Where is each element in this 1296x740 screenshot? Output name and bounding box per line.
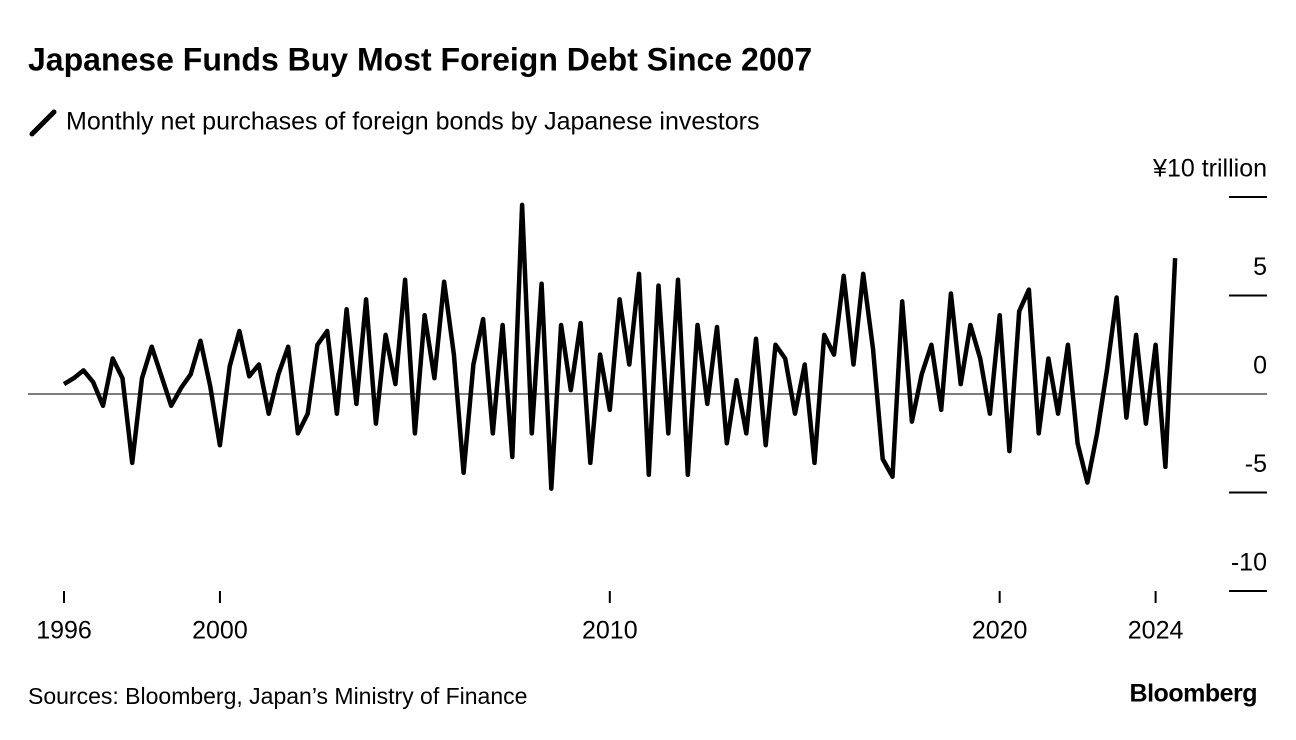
y-tick-label: ¥10 trillion bbox=[1152, 155, 1267, 183]
source: Sources: Bloomberg, Japan’s Ministry of … bbox=[28, 683, 527, 709]
x-tick-label: 1996 bbox=[36, 617, 92, 645]
x-tick-label: 2020 bbox=[972, 617, 1028, 645]
data-line bbox=[62, 202, 1178, 491]
x-tick-label: 2010 bbox=[582, 617, 638, 645]
legend-icon bbox=[29, 109, 57, 137]
x-tick-label: 2000 bbox=[192, 617, 248, 645]
y-tick-label: -5 bbox=[1245, 450, 1267, 478]
x-tick-label: 2024 bbox=[1128, 617, 1184, 645]
y-tick-label: -10 bbox=[1231, 549, 1267, 577]
legend-label: Monthly net purchases of foreign bonds b… bbox=[66, 108, 759, 136]
brand: Bloomberg bbox=[1130, 680, 1257, 708]
chart-title: Japanese Funds Buy Most Foreign Debt Sin… bbox=[28, 41, 812, 77]
y-tick-label: 5 bbox=[1253, 253, 1267, 281]
y-tick-label: 0 bbox=[1253, 352, 1267, 380]
